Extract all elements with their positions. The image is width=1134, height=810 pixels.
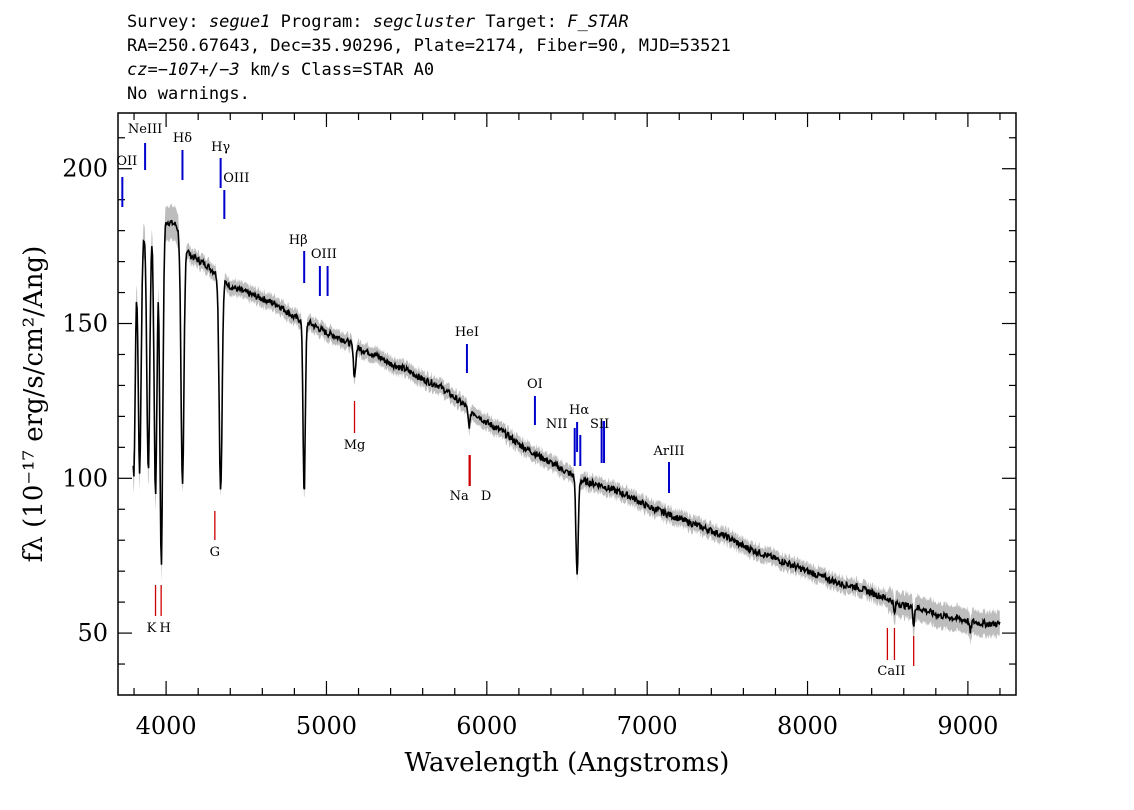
y-tick-label: 100 (62, 464, 108, 492)
absorption-line-label: Mg (344, 438, 366, 453)
x-axis-title: Wavelength (Angstroms) (405, 748, 730, 778)
emission-line-label: OII (116, 154, 137, 169)
emission-line-label: SII (590, 417, 609, 432)
header-line-2: RA=250.67643, Dec=35.90296, Plate=2174, … (127, 36, 731, 56)
x-tick-label: 4000 (136, 712, 197, 740)
plot-frame (117, 112, 1017, 696)
survey-key: Survey: (127, 12, 199, 32)
emission-line-label: NII (546, 417, 568, 432)
absorption-line-label: K (147, 621, 157, 636)
program-key: Program: (280, 12, 363, 32)
header-line-4: No warnings. (127, 84, 250, 104)
x-tick-label: 5000 (296, 712, 357, 740)
line-markers-layer: OIINeIIIHδHγOIIIHβOIIIHeIOINIIHαSIIArIII… (116, 122, 915, 679)
absorption-line-label: Na (450, 489, 469, 504)
emission-line-label: Hδ (173, 131, 192, 146)
y-tick-label: 50 (77, 619, 108, 647)
emission-line-label: Hγ (211, 140, 230, 155)
absorption-line-label: G (210, 545, 220, 560)
target-key: Target: (485, 12, 557, 32)
emission-line-label: OIII (311, 247, 337, 262)
emission-line-label: Hβ (289, 233, 308, 248)
absorption-line-label: CaII (877, 664, 905, 679)
emission-line-label: NeIII (128, 122, 162, 137)
absorption-line-label: D (481, 489, 491, 504)
emission-line-label: Hα (569, 403, 589, 418)
x-tick-label: 7000 (617, 712, 678, 740)
survey-value: segue1 (208, 12, 271, 32)
x-tick-label: 6000 (456, 712, 517, 740)
y-tick-label: 200 (62, 155, 108, 183)
ticks-layer: 4000 5000 6000 7000 8000 9000 50 100 150 200 (62, 113, 1016, 740)
spectrum-header: Survey: segue1 Program: segcluster Targe… (127, 10, 731, 106)
header-line-3: cz=−107+/−3 km/s Class=STAR A0 (127, 58, 731, 82)
y-axis-title: fλ (10⁻¹⁷ erg/s/cm²/Ang) (19, 246, 49, 562)
absorption-line-label: H (159, 621, 170, 636)
header-line-1: Survey: segue1 Program: segcluster Targe… (127, 10, 731, 34)
program-value: segcluster (372, 12, 476, 32)
spectrum-line (132, 219, 1001, 634)
emission-line-label: HeI (455, 325, 479, 340)
x-tick-label: 9000 (937, 712, 998, 740)
target-value: F_STAR (567, 12, 629, 32)
class-value: km/s Class=STAR A0 (239, 60, 435, 80)
x-tick-label: 8000 (777, 712, 838, 740)
emission-line-label: OI (527, 377, 543, 392)
redshift-value: cz=−107+/−3 (127, 60, 240, 80)
y-tick-label: 150 (62, 310, 108, 338)
emission-line-label: OIII (223, 171, 249, 186)
emission-line-label: ArIII (652, 444, 684, 459)
plot-layer (132, 203, 1001, 646)
